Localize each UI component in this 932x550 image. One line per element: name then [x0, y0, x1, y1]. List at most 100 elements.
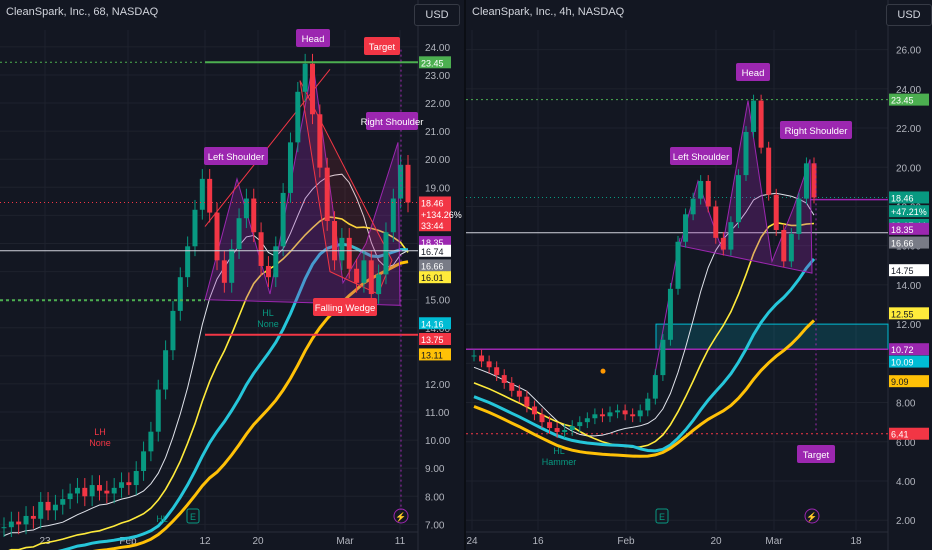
- price-label: 18.46: [891, 193, 914, 203]
- annotation-label: Left Shoulder: [208, 152, 265, 163]
- candle-body: [141, 451, 147, 472]
- chart-panel-4h[interactable]: 26.0024.0022.0020.0018.0016.0014.0012.00…: [466, 0, 932, 550]
- candle-body: [637, 410, 643, 417]
- price-label: 16.66: [891, 239, 914, 249]
- currency-button[interactable]: USD: [886, 4, 932, 26]
- candle-body: [243, 198, 249, 219]
- dividend-icon: [393, 508, 409, 524]
- price-label-box: [889, 307, 929, 320]
- price-label-box: [419, 259, 451, 272]
- candle-body: [295, 91, 301, 143]
- candle-body: [332, 221, 338, 261]
- candle-body: [310, 63, 316, 115]
- price-label-box: [419, 317, 451, 330]
- earnings-icon-label: E: [190, 512, 196, 522]
- sma-yellow-line: [8, 215, 409, 550]
- annotation-tag: [296, 29, 330, 47]
- price-label: 18.35: [421, 238, 444, 248]
- candle-body: [615, 410, 621, 413]
- candle-body: [30, 515, 36, 519]
- candle-body: [177, 277, 183, 311]
- candle-body: [705, 180, 711, 207]
- candle-body: [592, 414, 598, 419]
- candle-body: [645, 398, 651, 411]
- candle-body: [368, 260, 374, 295]
- chart-canvas-4h[interactable]: 26.0024.0022.0020.0018.0016.0014.0012.00…: [466, 0, 932, 550]
- annotation-label: Falling Wedge: [315, 303, 376, 314]
- candle-body: [773, 194, 779, 230]
- y-tick-label: 20.00: [425, 155, 450, 166]
- candle-body: [751, 100, 757, 132]
- chart-canvas-68[interactable]: 24.0023.0022.0021.0020.0019.0018.0017.00…: [0, 0, 464, 550]
- candle-body: [170, 310, 176, 351]
- price-label-box: [889, 355, 929, 368]
- candle-body: [45, 501, 51, 511]
- annotation-text: None: [257, 319, 279, 329]
- candle-body: [398, 164, 404, 199]
- y-tick-label: 24.00: [425, 43, 450, 54]
- candle-body: [599, 414, 605, 417]
- candle-body: [494, 367, 500, 376]
- candle-body: [214, 212, 220, 261]
- candle-body: [302, 63, 308, 92]
- x-tick-label: 16: [532, 536, 544, 547]
- candle-body: [622, 410, 628, 415]
- price-label-box: [419, 348, 451, 361]
- candle-body: [811, 163, 817, 198]
- candle-body: [607, 412, 613, 417]
- ema-orange-line: [473, 319, 816, 458]
- price-label-box: [889, 191, 929, 204]
- price-label: 13.75: [421, 335, 444, 345]
- chart-title: CleanSpark, Inc., 68, NASDAQ: [6, 6, 159, 18]
- x-tick-label: 12: [199, 536, 211, 547]
- candle-body: [221, 260, 227, 283]
- candle-body: [405, 164, 411, 203]
- candle-body: [698, 180, 704, 199]
- candle-body: [8, 521, 14, 528]
- annotation-text: Hammer: [542, 457, 577, 467]
- candle-body: [803, 163, 809, 199]
- candle-body: [690, 198, 696, 215]
- candle-body: [74, 487, 80, 494]
- candle-body: [471, 355, 477, 357]
- chart-panel-68[interactable]: 24.0023.0022.0021.0020.0019.0018.0017.00…: [0, 0, 466, 550]
- earnings-icon: [655, 508, 669, 524]
- candle-body: [251, 198, 257, 233]
- price-label: 12.55: [891, 309, 914, 319]
- y-tick-label: 19.00: [425, 183, 450, 194]
- candle-body: [23, 515, 29, 525]
- annotation-text: HL: [156, 514, 168, 524]
- price-label: 16.74: [421, 247, 444, 257]
- candle-body: [562, 430, 568, 432]
- price-label: 10.72: [891, 345, 914, 355]
- candle-body: [287, 142, 293, 193]
- candle-body: [788, 233, 794, 262]
- candle-body: [82, 487, 88, 497]
- price-label: 33:44: [421, 221, 444, 231]
- price-label: 14.16: [421, 319, 444, 329]
- x-tick-label: 18: [850, 536, 862, 547]
- price-label: 23.45: [421, 58, 444, 68]
- candle-body: [547, 422, 553, 429]
- candle-body: [660, 339, 666, 376]
- candle-body: [126, 482, 132, 486]
- candle-body: [667, 288, 673, 340]
- annotation-label: Right Shoulder: [785, 126, 848, 137]
- candle-body: [96, 485, 102, 491]
- price-label-box: [889, 236, 929, 249]
- y-tick-label: 12.00: [425, 380, 450, 391]
- candle-body: [383, 232, 389, 275]
- currency-button[interactable]: USD: [414, 4, 460, 26]
- candle-body: [577, 422, 583, 427]
- annotation-label: Left Shoulder: [673, 152, 730, 163]
- candle-body: [569, 426, 575, 430]
- earnings-icon-label: E: [659, 512, 665, 522]
- candle-body: [390, 198, 396, 233]
- candle-body: [60, 499, 66, 505]
- candle-body: [229, 249, 235, 283]
- candle-body: [148, 431, 154, 452]
- price-label-box: [889, 375, 929, 388]
- price-label-box: [889, 427, 929, 440]
- candle-body: [501, 375, 507, 383]
- candle-body: [479, 355, 485, 362]
